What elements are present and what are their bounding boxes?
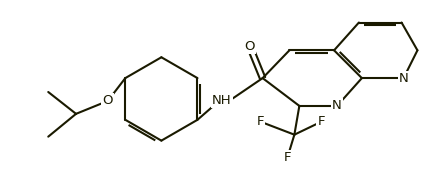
Text: O: O <box>245 40 255 53</box>
Text: F: F <box>317 115 325 128</box>
Text: F: F <box>257 115 265 128</box>
Text: NH: NH <box>212 94 232 107</box>
Text: O: O <box>103 94 113 107</box>
Text: F: F <box>284 151 291 164</box>
Text: N: N <box>399 72 409 85</box>
Text: N: N <box>332 99 342 112</box>
